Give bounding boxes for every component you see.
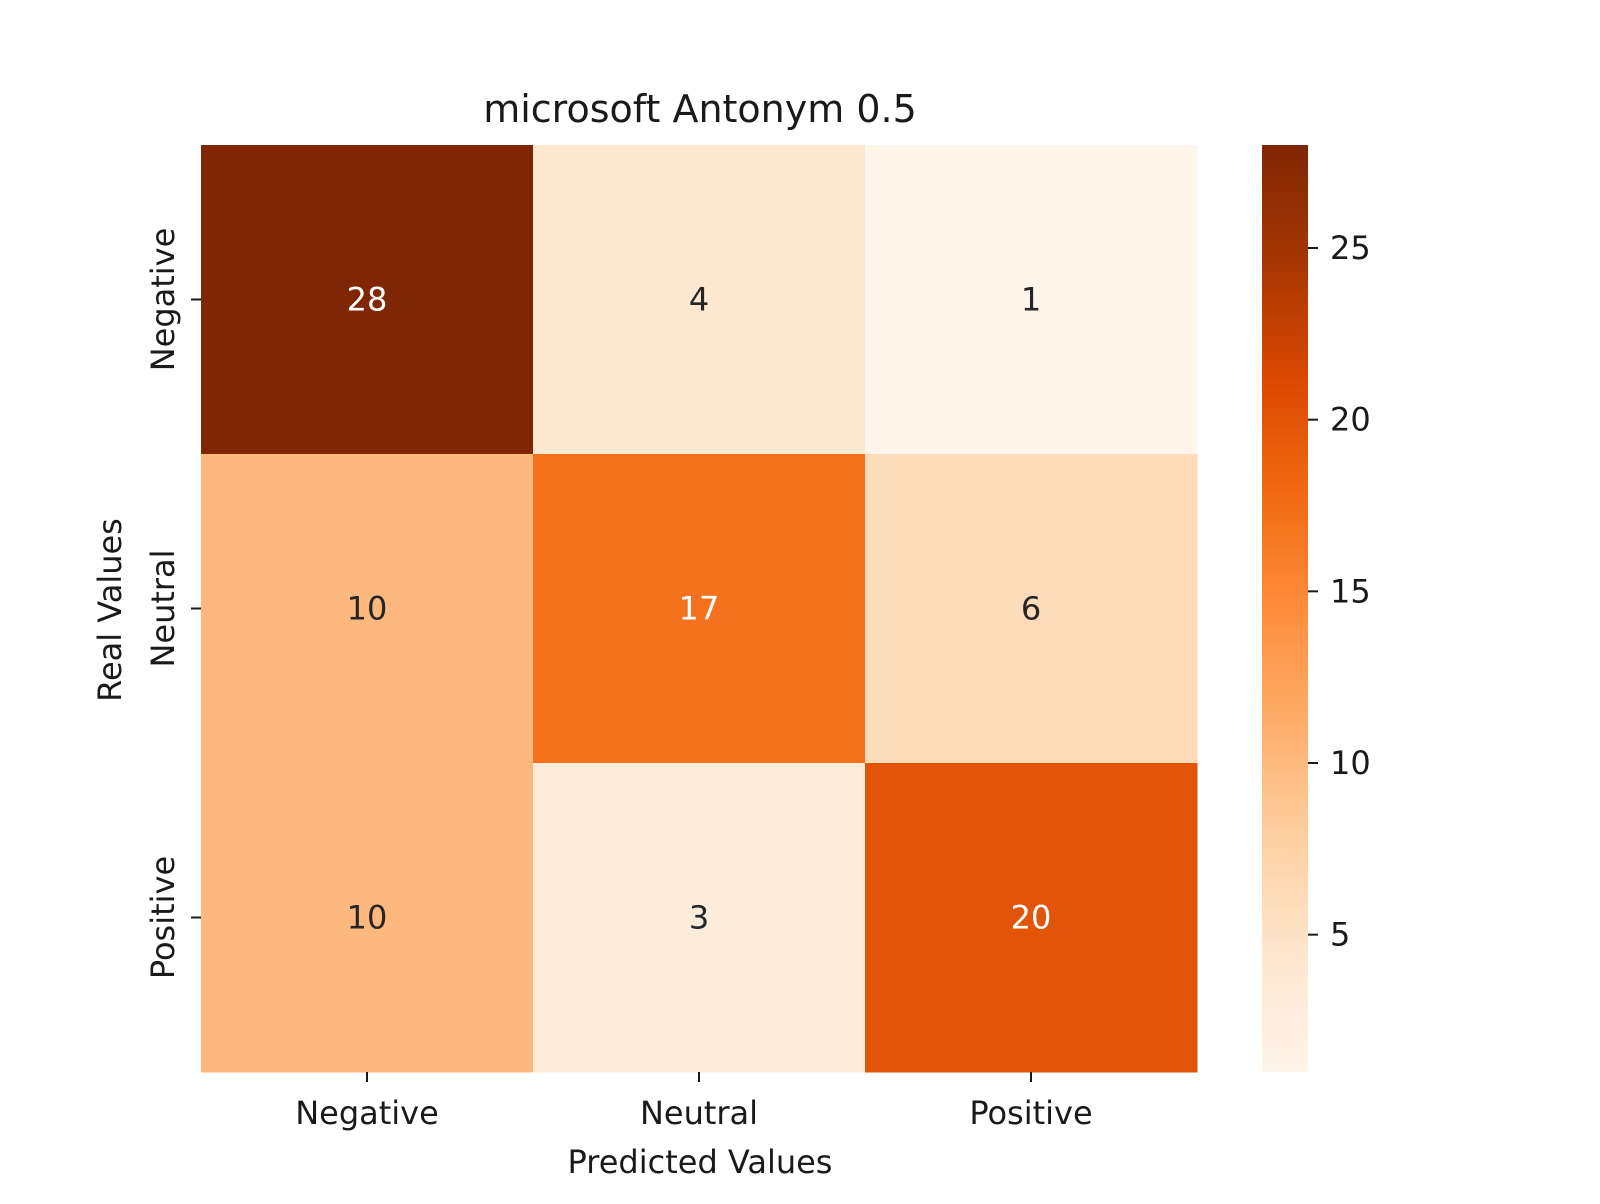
x-axis-ticks: Negative Neutral Positive: [295, 1072, 1093, 1132]
chart-title: microsoft Antonym 0.5: [483, 87, 917, 131]
y-axis-ticks: Negative Neutral Positive: [144, 228, 201, 979]
x-axis-label: Predicted Values: [568, 1143, 833, 1181]
x-tick-label: Negative: [295, 1094, 439, 1132]
cell-value-label: 4: [689, 281, 709, 319]
heatmap-cell: [865, 145, 1198, 455]
cell-value-label: 20: [1011, 899, 1052, 937]
colorbar-tick-label: 10: [1330, 744, 1371, 782]
colorbar-tick-label: 20: [1330, 401, 1371, 439]
heatmap-cell: [201, 145, 534, 455]
y-tick-label: Negative: [144, 228, 182, 372]
cell-value-label: 28: [347, 281, 388, 319]
x-tick-label: Positive: [969, 1094, 1092, 1132]
colorbar-tick-label: 15: [1330, 572, 1371, 610]
colorbar-ticks: 5 10 15 20 25: [1308, 229, 1371, 954]
cell-value-label: 1: [1021, 281, 1041, 319]
heatmap-cell: [533, 763, 866, 1073]
y-axis-label: Real Values: [91, 518, 129, 702]
colorbar-tick-label: 5: [1330, 916, 1350, 954]
heatmap-cell: [533, 454, 866, 764]
heatmap-cell: [201, 763, 534, 1073]
heatmap-cell: [201, 454, 534, 764]
heatmap-cells: [201, 145, 1198, 1073]
colorbar: [1262, 145, 1308, 1072]
cell-value-label: 10: [347, 899, 388, 937]
colorbar-tick-label: 25: [1330, 229, 1371, 267]
heatmap-cell: [533, 145, 866, 455]
cell-value-label: 17: [679, 590, 720, 628]
heatmap-cell-labels: 28 4 1 10 17 6 10 3 20: [347, 281, 1052, 937]
y-tick-label: Positive: [144, 856, 182, 979]
x-tick-label: Neutral: [640, 1094, 758, 1132]
heatmap-cell: [865, 763, 1198, 1073]
cell-value-label: 3: [689, 899, 709, 937]
heatmap-cell: [865, 454, 1198, 764]
cell-value-label: 10: [347, 590, 388, 628]
y-tick-label: Neutral: [144, 549, 182, 667]
cell-value-label: 6: [1021, 590, 1041, 628]
